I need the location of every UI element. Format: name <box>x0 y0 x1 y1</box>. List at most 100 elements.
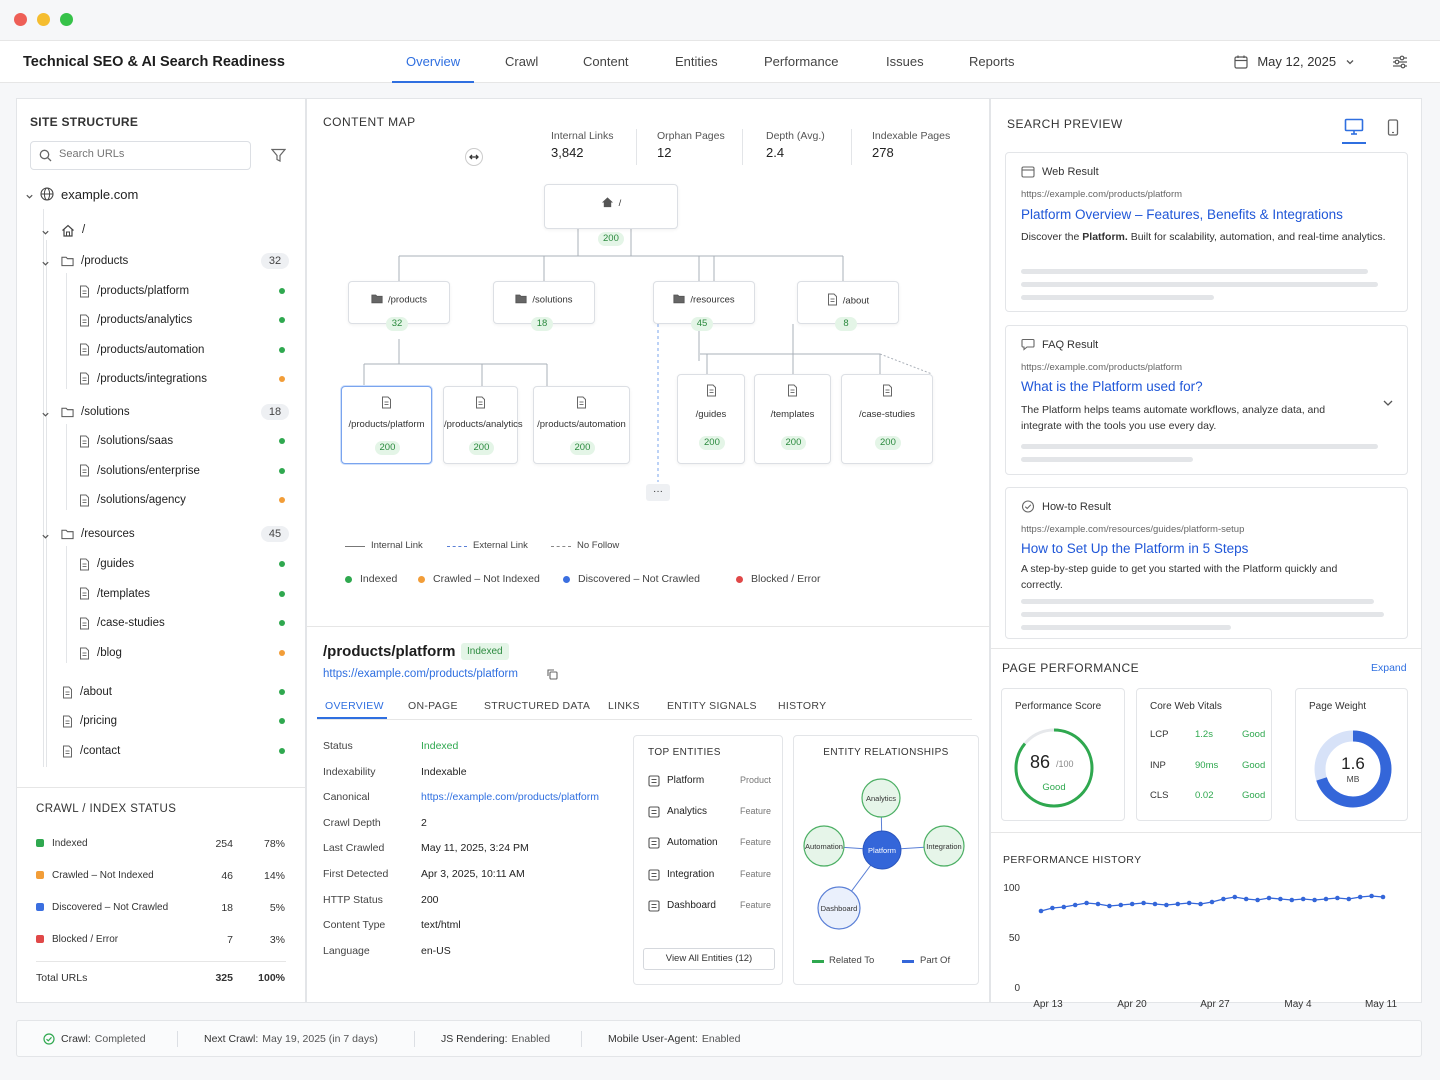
detail-tab-entity-signals[interactable]: ENTITY SIGNALS <box>667 700 757 712</box>
tree-item[interactable]: /templates <box>79 584 150 604</box>
detail-tab-structured-data[interactable]: STRUCTURED DATA <box>484 700 591 712</box>
tab-performance[interactable]: Performance <box>764 54 839 69</box>
footer-label: JS Rendering: <box>441 1033 508 1045</box>
copy-icon[interactable] <box>547 669 558 680</box>
tab-crawl[interactable]: Crawl <box>505 54 539 69</box>
tab-issues[interactable]: Issues <box>886 54 924 69</box>
map-node-page[interactable]: /products/analytics 200 <box>443 386 523 464</box>
folder-icon <box>673 293 685 307</box>
search-input-box[interactable] <box>30 141 251 170</box>
sidebar-item-resources[interactable]: /resources <box>61 524 135 544</box>
score-rating: Good <box>1042 782 1066 793</box>
mobile-view-icon[interactable] <box>1387 119 1399 136</box>
tree-item[interactable]: /products/platform <box>79 281 189 301</box>
entity-name[interactable]: Analytics <box>667 806 708 818</box>
result-title[interactable]: How to Set Up the Platform in 5 Steps <box>1021 541 1249 556</box>
tab-entities[interactable]: Entities <box>675 54 718 69</box>
detail-tab-overview[interactable]: OVERVIEW <box>325 700 384 712</box>
chevron-down-icon <box>1347 59 1354 65</box>
sidebar-item-contact[interactable]: /contact <box>62 741 120 761</box>
history-point <box>1084 900 1089 906</box>
tree-item[interactable]: /solutions/enterprise <box>79 461 200 481</box>
history-point <box>1289 897 1295 903</box>
filter-icon[interactable] <box>271 148 286 163</box>
entity-icon <box>648 900 660 915</box>
more-nodes-button[interactable]: ··· <box>646 484 670 501</box>
tree-label: / <box>82 224 86 236</box>
tree-item[interactable]: /case-studies <box>79 613 165 633</box>
map-node-page[interactable]: /guides 200 <box>677 374 745 464</box>
date-picker[interactable]: May 12, 2025 <box>1234 54 1355 69</box>
file-icon <box>79 314 90 327</box>
map-node-resources[interactable]: /resources <box>653 281 755 324</box>
map-node-page[interactable]: /templates 200 <box>754 374 831 464</box>
performance-score-label: Performance Score <box>1015 701 1102 712</box>
status-legend-dot <box>345 576 352 583</box>
entity-name[interactable]: Automation <box>667 837 718 849</box>
tree-item[interactable]: /products/integrations <box>79 369 207 389</box>
field-value[interactable]: https://example.com/products/platform <box>421 791 599 804</box>
map-node-page[interactable]: /products/automation 200 <box>533 386 630 464</box>
crawl-status-label: Discovered – Not Crawled <box>52 902 169 913</box>
status-pill: 200 <box>598 232 624 246</box>
chevron-down-icon[interactable] <box>41 408 50 422</box>
settings-sliders-icon[interactable] <box>1392 54 1408 70</box>
map-node-products[interactable]: /products <box>348 281 450 324</box>
close-window-button[interactable] <box>14 13 27 26</box>
sidebar-item-products[interactable]: /products <box>61 251 128 271</box>
chevron-down-icon[interactable] <box>41 257 50 271</box>
status-dot-green <box>279 590 285 597</box>
result-url: https://example.com/resources/guides/pla… <box>1021 524 1245 535</box>
desktop-view-icon[interactable] <box>1344 118 1364 136</box>
view-all-entities-button[interactable]: View All Entities (12) <box>643 948 775 970</box>
node-label: / <box>618 198 622 209</box>
entity-relationships-card: ENTITY RELATIONSHIPS Analytics Automatio… <box>793 735 979 985</box>
field-label: Last Crawled <box>323 842 385 855</box>
y-tick-label: 50 <box>1009 933 1021 944</box>
collapse-toggle[interactable] <box>465 148 483 166</box>
tree-item[interactable]: /products/analytics <box>79 310 192 330</box>
howto-result-card[interactable]: How-to Result https://example.com/resour… <box>1005 487 1408 639</box>
folder-icon <box>61 528 74 540</box>
expand-link[interactable]: Expand <box>1371 662 1407 674</box>
entity-name[interactable]: Platform <box>667 775 705 786</box>
root-node[interactable]: / <box>61 220 85 240</box>
result-title[interactable]: Platform Overview – Features, Benefits &… <box>1021 207 1343 222</box>
tree-item[interactable]: /products/automation <box>79 340 204 360</box>
detail-tab-links[interactable]: LINKS <box>608 700 640 712</box>
tab-overview[interactable]: Overview <box>406 54 461 69</box>
detail-tab-history[interactable]: HISTORY <box>778 700 827 712</box>
minimize-window-button[interactable] <box>37 13 50 26</box>
chevron-down-icon[interactable] <box>41 226 50 240</box>
web-result-card[interactable]: Web Result https://example.com/products/… <box>1005 152 1408 312</box>
node-label-row: / <box>545 196 677 211</box>
history-point <box>1118 902 1124 908</box>
domain-node[interactable]: example.com <box>40 184 138 204</box>
chevron-down-icon[interactable] <box>25 190 34 204</box>
faq-result-card[interactable]: FAQ Result https://example.com/products/… <box>1005 325 1408 475</box>
tree-item[interactable]: /guides <box>79 554 134 574</box>
map-node-page[interactable]: /products/platform 200 <box>341 386 432 464</box>
detail-tab-on-page[interactable]: ON-PAGE <box>408 700 458 712</box>
result-title[interactable]: What is the Platform used for? <box>1021 379 1203 394</box>
page-detail-url[interactable]: https://example.com/products/platform <box>323 668 518 680</box>
tab-reports[interactable]: Reports <box>969 54 1015 69</box>
tree-item[interactable]: /solutions/agency <box>79 490 186 510</box>
chevron-down-icon[interactable] <box>41 530 50 544</box>
result-type: How-to Result <box>1042 501 1112 513</box>
map-node-page[interactable]: /case-studies 200 <box>841 374 933 464</box>
tree-item[interactable]: /blog <box>79 643 122 663</box>
tree-item[interactable]: /solutions/saas <box>79 431 173 451</box>
entity-name[interactable]: Integration <box>667 868 715 880</box>
sidebar-item-about[interactable]: /about <box>62 682 112 702</box>
entity-name[interactable]: Dashboard <box>667 899 716 911</box>
node-label: /case-studies <box>859 409 915 420</box>
chevron-down-icon[interactable] <box>1382 398 1394 408</box>
search-input[interactable] <box>59 148 239 160</box>
status-dot-green <box>279 620 285 627</box>
tab-content[interactable]: Content <box>583 54 629 69</box>
sidebar-item-pricing[interactable]: /pricing <box>62 711 117 731</box>
map-node-root[interactable]: / <box>544 184 678 229</box>
sidebar-item-solutions[interactable]: /solutions <box>61 402 130 422</box>
maximize-window-button[interactable] <box>60 13 73 26</box>
